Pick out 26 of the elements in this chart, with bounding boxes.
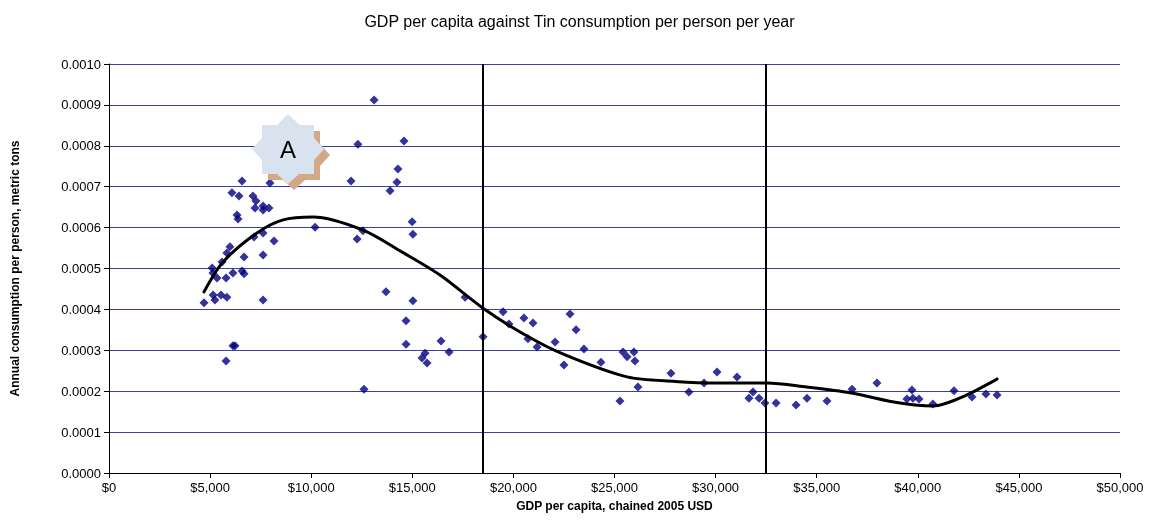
x-tick-label: $25,000 (591, 480, 638, 495)
y-tick-label: 0.0001 (61, 424, 101, 440)
x-tick-label: $15,000 (388, 480, 436, 495)
chart-title: GDP per capita against Tin consumption per person per year (364, 12, 796, 30)
y-tick-label: 0.0004 (61, 301, 101, 317)
y-tick-label: 0.0008 (61, 138, 101, 154)
x-tick-label: $45,000 (995, 480, 1043, 495)
annotation: A (279, 136, 297, 164)
y-tick-label: 0.0002 (61, 383, 101, 399)
y-tick-label: 0.0000 (61, 465, 101, 481)
y-tick-label: 0.0007 (61, 179, 101, 195)
y-tick-label: 0.0005 (61, 261, 101, 276)
y-tick-label: 0.0009 (61, 97, 101, 113)
y-tick-label: 0.0006 (61, 220, 101, 236)
x-axis-title: GDP per capita, chained 2005 USD (516, 499, 714, 513)
y-axis-title: Annual consumption per person, metric tons (8, 140, 22, 397)
x-tick-label: $30,000 (692, 480, 740, 495)
x-tick-label: $50,000 (1096, 480, 1144, 495)
x-tick-label: $0 (101, 480, 117, 495)
x-tick-label: $20,000 (489, 480, 537, 495)
x-tick-label: $40,000 (894, 480, 942, 495)
y-tick-label: 0.0010 (61, 56, 101, 72)
x-tick-label: $35,000 (793, 480, 841, 495)
y-tick-label: 0.0003 (61, 342, 101, 358)
x-tick-label: $10,000 (287, 480, 335, 495)
x-tick-label: $5,000 (190, 480, 230, 495)
